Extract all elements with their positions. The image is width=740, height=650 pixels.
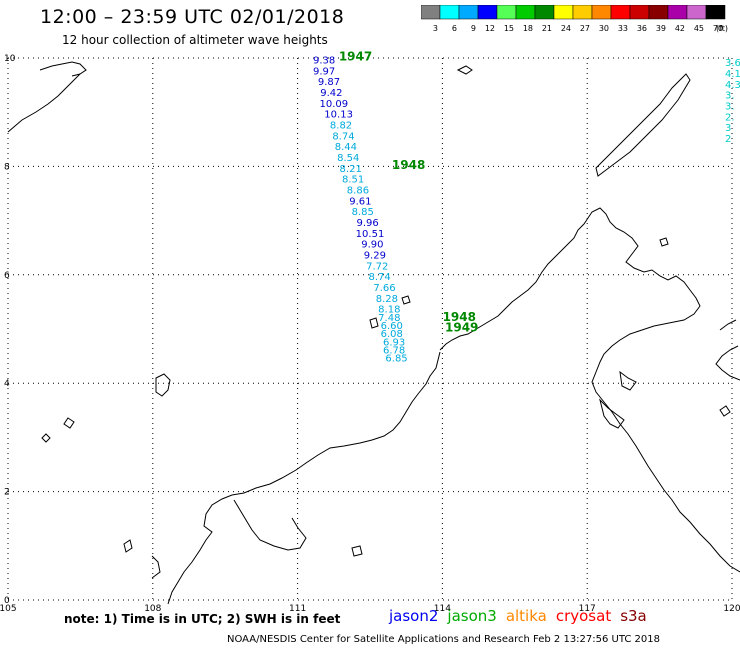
lon-tick-label: 111: [289, 604, 306, 614]
wave-height-value: 6.93: [383, 337, 405, 348]
pass-time-label: 1948: [392, 158, 425, 172]
lat-tick-label: 10: [4, 54, 16, 64]
pass-time-label: 1947: [339, 50, 372, 64]
satellite-name: s3a: [620, 607, 647, 625]
lat-tick-label: 4: [4, 379, 10, 389]
coastline-east: [599, 319, 740, 429]
wave-height-value: 9.90: [361, 240, 383, 251]
scale-label: 70: [713, 24, 723, 33]
wave-height-value: 9.42: [320, 88, 342, 99]
wave-height-value: 10.51: [356, 229, 385, 240]
wave-height-value: 9.29: [364, 251, 386, 262]
wave-height-observations: 9.389.979.879.4210.0910.138.828.748.448.…: [313, 55, 408, 364]
scale-unit: (ft): [716, 24, 728, 33]
lat-tick-label: 0: [4, 596, 10, 606]
scale-label: 39: [656, 24, 666, 33]
wave-height-value: 7.72: [366, 261, 388, 272]
edge-wave-value: 2.: [725, 112, 735, 123]
lon-tick-label: 108: [144, 604, 161, 614]
wave-height-value: 8.28: [376, 294, 398, 305]
coastline-borneo: [439, 207, 740, 573]
edge-wave-value: 3: [725, 123, 731, 134]
edge-wave-value: 3.: [725, 101, 735, 112]
wave-height-value: 8.21: [340, 164, 362, 175]
wave-height-value: 9.38: [313, 55, 335, 66]
map-subtitle: 12 hour collection of altimeter wave hei…: [62, 33, 328, 47]
wave-height-value: 8.82: [330, 120, 352, 131]
footer-credit: NOAA/NESDIS Center for Satellite Applica…: [227, 634, 660, 645]
axis-tick-labels: 105 108 111 114 117 120 0 2 4 6 8 10: [0, 54, 740, 614]
scale-label: 45: [694, 24, 704, 33]
lon-tick-label: 114: [434, 604, 451, 614]
scale-label: 3: [433, 24, 438, 33]
scale-label: 21: [542, 24, 552, 33]
wave-height-value: 8.86: [347, 186, 369, 197]
satellite-name: cryosat: [555, 607, 612, 625]
scale-label: 24: [561, 24, 571, 33]
scale-label: 9: [471, 24, 476, 33]
footer-note: note: 1) Time is in UTC; 2) SWH is in fe…: [64, 612, 341, 626]
wave-height-value: 8.18: [378, 305, 400, 316]
islands-natuna: [41, 65, 731, 557]
scale-label: 6: [452, 24, 457, 33]
wave-height-value: 8.74: [332, 131, 354, 142]
lat-lon-grid: [7, 57, 733, 601]
coastline-peninsula: [151, 499, 307, 579]
scale-label: 15: [504, 24, 514, 33]
wave-height-value: 6.85: [385, 354, 407, 365]
scale-label: 30: [599, 24, 609, 33]
edge-wave-value: 4.1: [725, 69, 740, 80]
scale-label: 12: [485, 24, 495, 33]
satellite-name: jason3: [447, 607, 497, 625]
edge-wave-value: 3.63: [725, 58, 740, 69]
wave-height-value: 9.61: [349, 196, 371, 207]
satellite-name: jason2: [389, 607, 439, 625]
wave-height-value: 6.78: [383, 345, 405, 356]
scale-swatch: [705, 5, 726, 20]
coastline-mekong: [7, 61, 87, 133]
lat-tick-label: 8: [4, 162, 10, 172]
edge-wave-value: 3.: [725, 91, 735, 102]
scale-label: 18: [523, 24, 533, 33]
wave-height-value: 10.13: [324, 110, 353, 121]
wave-height-value: 7.66: [373, 283, 395, 294]
pass-time-label: 1949: [445, 321, 478, 335]
map-title: 12:00 – 23:59 UTC 02/01/2018: [40, 6, 345, 28]
coastline: [7, 61, 740, 605]
lon-tick-label: 120: [723, 604, 740, 614]
edge-wave-value: 4.3: [725, 80, 740, 91]
wave-height-value: 8.74: [369, 272, 391, 283]
wave-height-value: 9.96: [356, 218, 378, 229]
wave-height-value: 9.97: [313, 66, 335, 77]
pass-time-label: 1948: [443, 310, 476, 324]
wave-height-value: 10.09: [319, 99, 348, 110]
satellite-name: altika: [505, 607, 547, 625]
edge-wave-value: 2: [725, 134, 731, 145]
wave-height-value: 8.51: [342, 175, 364, 186]
scale-label: 42: [675, 24, 685, 33]
scale-label: 36: [637, 24, 647, 33]
wave-height-color-scale: 3 6 9 12 15 18 21 24 27 30 33 36 39 42 45 70(ft): [421, 5, 728, 33]
coastline-vietnam: [167, 351, 441, 605]
wave-height-value: 8.85: [352, 207, 374, 218]
edge-wave-values: 3.634.14.33.3.2.32: [725, 58, 740, 145]
wave-height-value: 8.54: [337, 153, 359, 164]
wave-height-value: 7.48: [378, 313, 400, 324]
wave-height-value: 6.60: [381, 321, 403, 332]
lat-tick-label: 6: [4, 271, 10, 281]
coastline-palawan: [595, 73, 691, 177]
scale-label: 33: [618, 24, 628, 33]
lon-tick-label: 105: [0, 604, 17, 614]
wave-height-value: 8.44: [335, 142, 357, 153]
lat-tick-label: 2: [4, 488, 10, 498]
wave-height-value: 9.87: [318, 77, 340, 88]
scale-label: 27: [580, 24, 590, 33]
satellite-legend: jason2 jason3 altika cryosat s3a: [389, 607, 656, 625]
lon-tick-label: 117: [579, 604, 596, 614]
wave-height-value: 6.08: [381, 329, 403, 340]
